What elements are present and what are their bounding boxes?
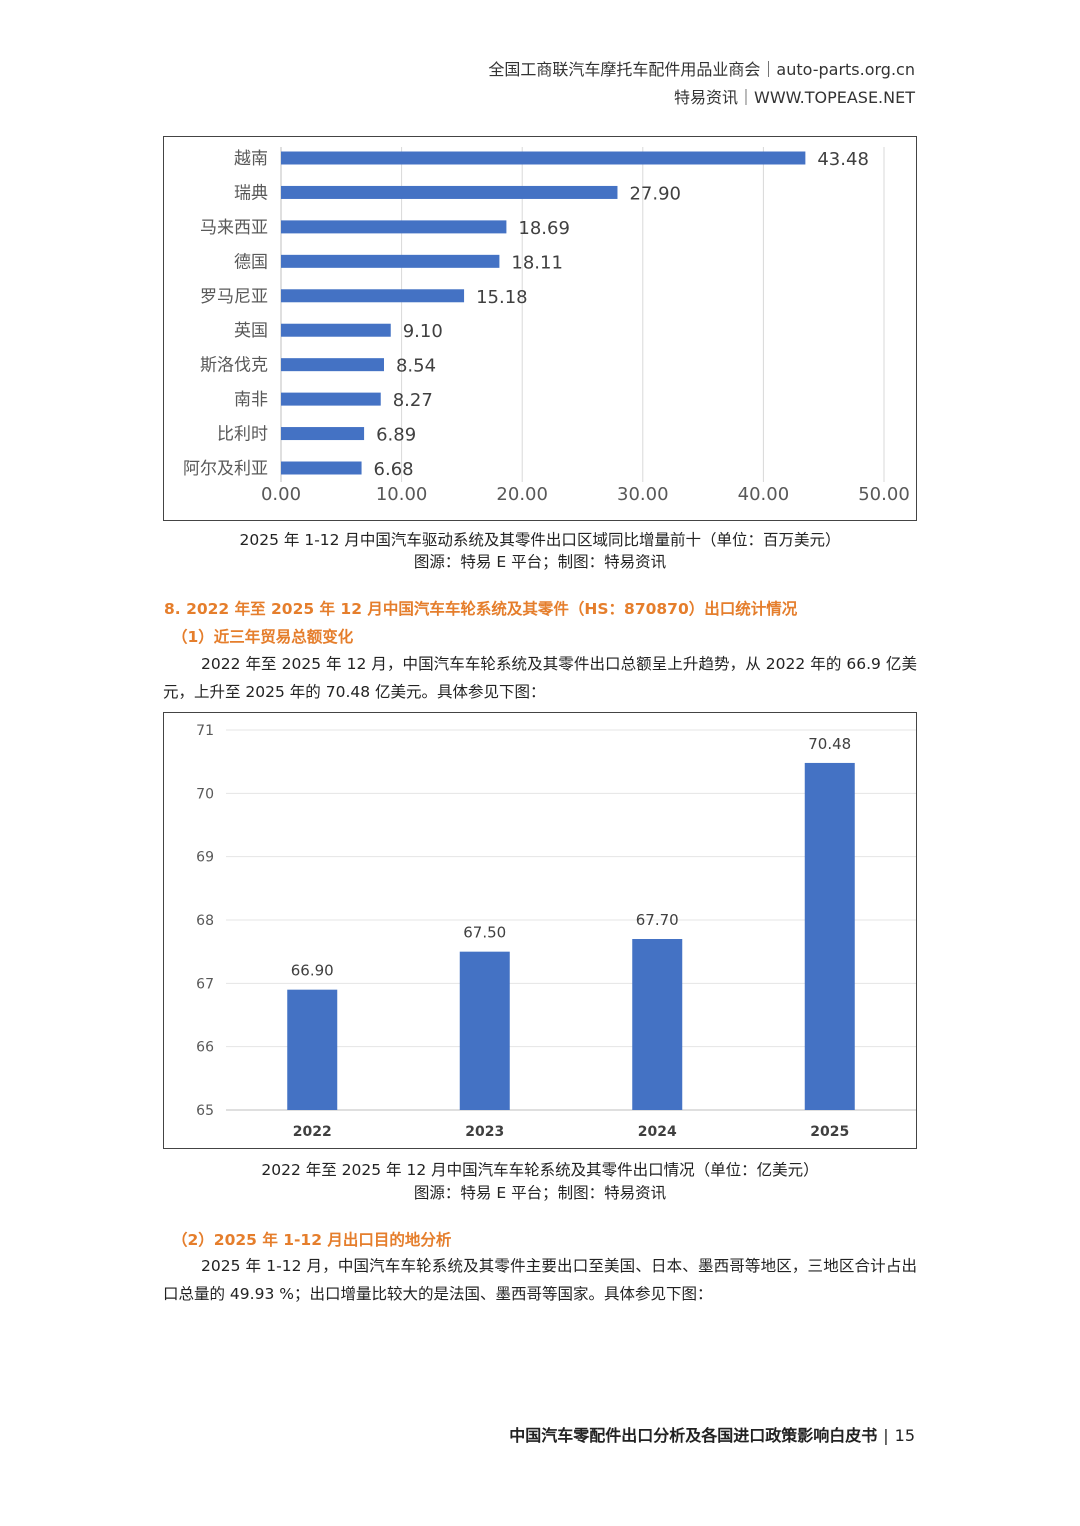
bar xyxy=(804,762,855,1110)
chart1-svg: 0.00 10.00 20.00 30.00 40.00 50.00 越南 43.48 瑞典 27… xyxy=(183,147,910,505)
bar-value-label: 6.89 xyxy=(376,425,416,446)
category-label: 越南 xyxy=(234,149,268,169)
bar-value-label: 67.50 xyxy=(463,924,506,942)
bar xyxy=(459,951,510,1110)
category-label: 2022 xyxy=(293,1124,332,1140)
subsection-heading-1: （1）近三年贸易总额变化 xyxy=(172,628,354,646)
category-label: 斯洛伐克 xyxy=(200,356,268,376)
bar-value-label: 70.48 xyxy=(808,735,851,753)
y-tick-label: 66 xyxy=(196,1040,214,1056)
x-tick-label: 50.00 xyxy=(858,484,910,505)
paragraph-1: 2022 年至 2025 年 12 月，中国汽车车轮系统及其零件出口总额呈上升趋… xyxy=(163,655,917,701)
bar xyxy=(281,358,384,372)
header-site: 特易资讯｜WWW.TOPEASE.NET xyxy=(674,88,915,107)
bar xyxy=(281,220,507,234)
bar xyxy=(281,151,806,165)
bar xyxy=(281,427,365,441)
chart2-caption: 2022 年至 2025 年 12 月中国汽车车轮系统及其零件出口情况（单位：亿… xyxy=(261,1161,819,1179)
category-label: 比利时 xyxy=(217,425,268,445)
bar-value-label: 27.90 xyxy=(629,183,681,204)
bar-value-label: 15.18 xyxy=(476,287,528,308)
category-label: 2024 xyxy=(638,1124,677,1140)
chart2-svg: 65 66 67 68 69 70 71 66.90 2022 67.50 2023 67.70 202… xyxy=(196,723,916,1140)
bar-value-label: 67.70 xyxy=(636,911,679,929)
category-label: 罗马尼亚 xyxy=(200,287,268,307)
category-label: 瑞典 xyxy=(234,183,268,203)
x-tick-label: 10.00 xyxy=(376,484,428,505)
bar-value-label: 6.68 xyxy=(374,459,414,480)
category-label: 德国 xyxy=(234,252,268,272)
bar-value-label: 18.69 xyxy=(518,218,570,239)
x-tick-label: 40.00 xyxy=(738,484,790,505)
y-tick-label: 65 xyxy=(196,1103,214,1119)
y-tick-label: 70 xyxy=(196,786,214,802)
bar-value-label: 66.90 xyxy=(291,962,334,980)
y-tick-label: 68 xyxy=(196,913,214,929)
category-label: 英国 xyxy=(234,321,268,341)
bar xyxy=(281,323,391,337)
footer-title: 中国汽车零配件出口分析及各国进口政策影响白皮书 xyxy=(509,1426,878,1445)
x-tick-label: 30.00 xyxy=(617,484,669,505)
bar-value-label: 18.11 xyxy=(511,252,563,273)
section-heading: 8. 2022 年至 2025 年 12 月中国汽车车轮系统及其零件（HS：87… xyxy=(164,600,798,618)
footer-separator: | xyxy=(883,1426,889,1445)
category-label: 南非 xyxy=(234,390,268,410)
bar xyxy=(281,185,618,199)
x-tick-label: 20.00 xyxy=(496,484,548,505)
y-tick-label: 71 xyxy=(196,723,214,739)
bar xyxy=(281,254,500,268)
subsection-heading-2: （2）2025 年 1-12 月出口目的地分析 xyxy=(172,1231,452,1249)
category-label: 2023 xyxy=(465,1124,504,1140)
bar-value-label: 8.54 xyxy=(396,356,436,377)
footer: 中国汽车零配件出口分析及各国进口政策影响白皮书 | 15 xyxy=(509,1422,915,1446)
bar xyxy=(632,939,683,1110)
x-tick-label: 0.00 xyxy=(261,484,301,505)
bar xyxy=(281,392,381,406)
chart-wheel-system-exports: 65 66 67 68 69 70 71 66.90 2022 67.50 2023 67.70 202… xyxy=(163,712,917,1149)
y-tick-label: 69 xyxy=(196,850,214,866)
category-label: 阿尔及利亚 xyxy=(183,459,268,479)
chart1-source: 图源：特易 E 平台；制图：特易资讯 xyxy=(413,553,667,571)
header-org: 全国工商联汽车摩托车配件用品业商会｜auto-parts.org.cn xyxy=(488,60,915,79)
bar xyxy=(287,989,338,1110)
chart-drive-system-increment: 0.00 10.00 20.00 30.00 40.00 50.00 越南 43.48 瑞典 27… xyxy=(163,136,917,521)
bar xyxy=(281,289,465,303)
category-label: 2025 xyxy=(810,1124,849,1140)
chart2-source: 图源：特易 E 平台；制图：特易资讯 xyxy=(413,1184,667,1202)
y-tick-label: 67 xyxy=(196,976,214,992)
category-label: 马来西亚 xyxy=(200,218,268,238)
chart1-caption: 2025 年 1-12 月中国汽车驱动系统及其零件出口区域同比增量前十（单位：百… xyxy=(239,531,841,549)
bar-value-label: 9.10 xyxy=(403,321,443,342)
paragraph-2: 2025 年 1-12 月，中国汽车车轮系统及其零件主要出口至美国、日本、墨西哥… xyxy=(163,1257,917,1303)
bar xyxy=(281,461,362,475)
page-number: 15 xyxy=(894,1426,915,1445)
bar-value-label: 8.27 xyxy=(393,390,433,411)
bar-value-label: 43.48 xyxy=(817,149,869,170)
